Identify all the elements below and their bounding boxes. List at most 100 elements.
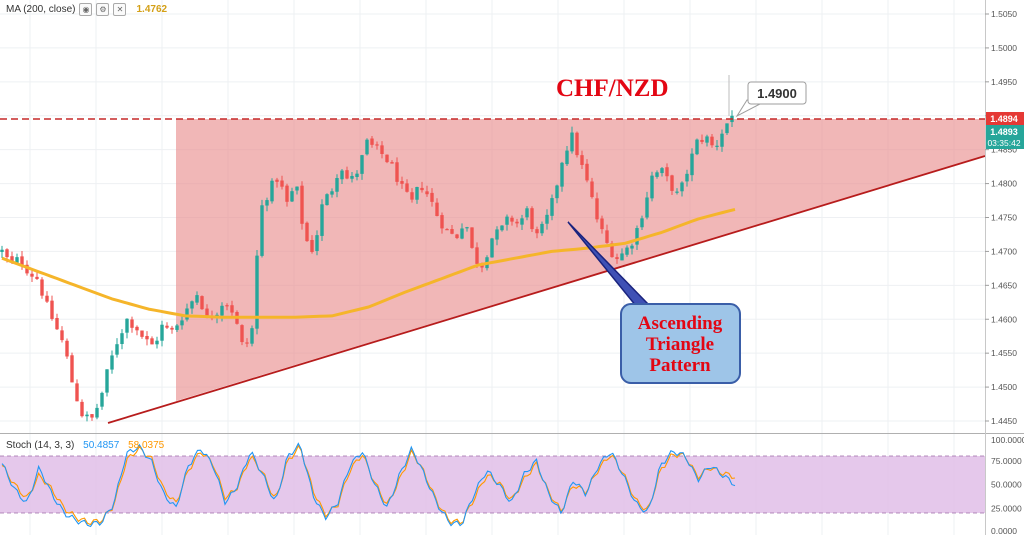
candle-body xyxy=(720,133,724,147)
candle-body xyxy=(100,392,104,407)
candle-body xyxy=(35,276,39,279)
settings-icon[interactable]: ⚙ xyxy=(96,3,110,16)
candle-body xyxy=(700,139,704,142)
ma-indicator-value: 1.4762 xyxy=(136,4,168,15)
candle-body xyxy=(40,279,44,296)
candle-body xyxy=(675,191,679,193)
candle-body xyxy=(295,186,299,191)
candle-body xyxy=(615,257,619,260)
eye-icon[interactable]: ◉ xyxy=(79,3,93,16)
ma-indicator-label: MA (200, close) xyxy=(6,4,76,15)
stoch-k-value: 50.4857 xyxy=(83,440,120,451)
candle-body xyxy=(400,181,404,184)
candle-body xyxy=(415,186,419,200)
candle-body xyxy=(630,245,634,249)
candle-body xyxy=(440,215,444,229)
candle-body xyxy=(650,175,654,199)
candle-body xyxy=(255,255,259,329)
candle-body xyxy=(495,229,499,240)
candle-body xyxy=(500,225,504,231)
candle-body xyxy=(380,145,384,155)
stoch-axis: 100.0000 75.0000 50.0000 25.0000 0.0000 xyxy=(991,435,1024,536)
candle-body xyxy=(265,200,269,206)
candle-body xyxy=(575,132,579,156)
candle-body xyxy=(275,179,279,182)
resistance-price-label: 1.4894 xyxy=(990,114,1018,124)
candle-body xyxy=(175,325,179,330)
candle-body xyxy=(525,208,529,218)
candle-body xyxy=(520,218,524,225)
stoch-d-value: 58.0375 xyxy=(128,440,165,451)
stoch-indicator-label: Stoch (14, 3, 3) xyxy=(6,440,75,451)
candle-body xyxy=(250,328,254,344)
stoch-axis-label: 100.0000 xyxy=(991,435,1024,445)
candle-body xyxy=(135,326,139,331)
candle-body xyxy=(555,185,559,199)
price-axis-label: 1.4600 xyxy=(991,314,1017,324)
candle-body xyxy=(660,168,664,174)
candle-body xyxy=(85,414,89,417)
candle-body xyxy=(350,175,354,179)
callout-box xyxy=(747,81,807,105)
candle-body xyxy=(60,330,64,341)
candle-body xyxy=(130,319,134,328)
candle-body xyxy=(220,305,224,316)
stoch-guides xyxy=(0,455,985,514)
candle-body xyxy=(550,198,554,216)
candle-body xyxy=(595,198,599,220)
candle-body xyxy=(605,230,609,243)
candle-body xyxy=(545,214,549,224)
candle-body xyxy=(230,305,234,313)
candle-body xyxy=(420,187,424,191)
price-axis-label: 1.4550 xyxy=(991,348,1017,358)
callout-price: 1.4900 xyxy=(757,86,797,101)
candle-body xyxy=(530,208,534,230)
close-icon[interactable]: ✕ xyxy=(113,3,127,16)
resistance-price-tag xyxy=(986,112,1024,125)
candle-body xyxy=(425,191,429,195)
candle-body xyxy=(55,317,59,330)
candle-body xyxy=(375,144,379,146)
candle-body xyxy=(120,333,124,345)
candle-body xyxy=(645,197,649,218)
price-axis-label: 1.5050 xyxy=(991,9,1017,19)
candle-body xyxy=(185,308,189,320)
candle-body xyxy=(505,216,509,225)
price-axis-label: 1.4650 xyxy=(991,280,1017,290)
candle-body xyxy=(305,222,309,242)
candle-body xyxy=(80,401,84,417)
candle-body xyxy=(155,340,159,345)
candle-body xyxy=(585,163,589,181)
candle-body xyxy=(685,173,689,182)
ma-200-line xyxy=(1,207,736,319)
candle-body xyxy=(385,154,389,163)
candle-body xyxy=(565,150,569,165)
candle-body xyxy=(570,132,574,152)
candle-body xyxy=(75,383,79,402)
price-axis-label: 1.4500 xyxy=(991,382,1017,392)
candle-body xyxy=(105,369,109,393)
candle-body xyxy=(145,335,149,340)
candle-body xyxy=(0,249,4,252)
candle-body xyxy=(180,320,184,326)
candle-body xyxy=(430,192,434,202)
candle-body xyxy=(655,172,659,177)
price-axis-label: 1.4850 xyxy=(991,145,1017,155)
candle-body xyxy=(435,202,439,217)
candle-body xyxy=(195,295,199,303)
candle-body xyxy=(245,342,249,344)
candle-body xyxy=(320,204,324,236)
candle-body xyxy=(125,318,129,333)
ascending-triangle-area xyxy=(176,119,985,401)
stoch-k-line xyxy=(1,442,736,528)
pattern-label-box xyxy=(620,303,741,384)
candle-body xyxy=(205,308,209,317)
bar-countdown-label: 03:35:42 xyxy=(987,138,1020,148)
candle-body xyxy=(300,185,304,224)
candle-body xyxy=(310,239,314,252)
candle-body xyxy=(10,256,14,262)
candle-body xyxy=(395,162,399,182)
price-axis-label: 1.4700 xyxy=(991,246,1017,256)
pattern-label-line-2: Triangle xyxy=(646,334,714,355)
